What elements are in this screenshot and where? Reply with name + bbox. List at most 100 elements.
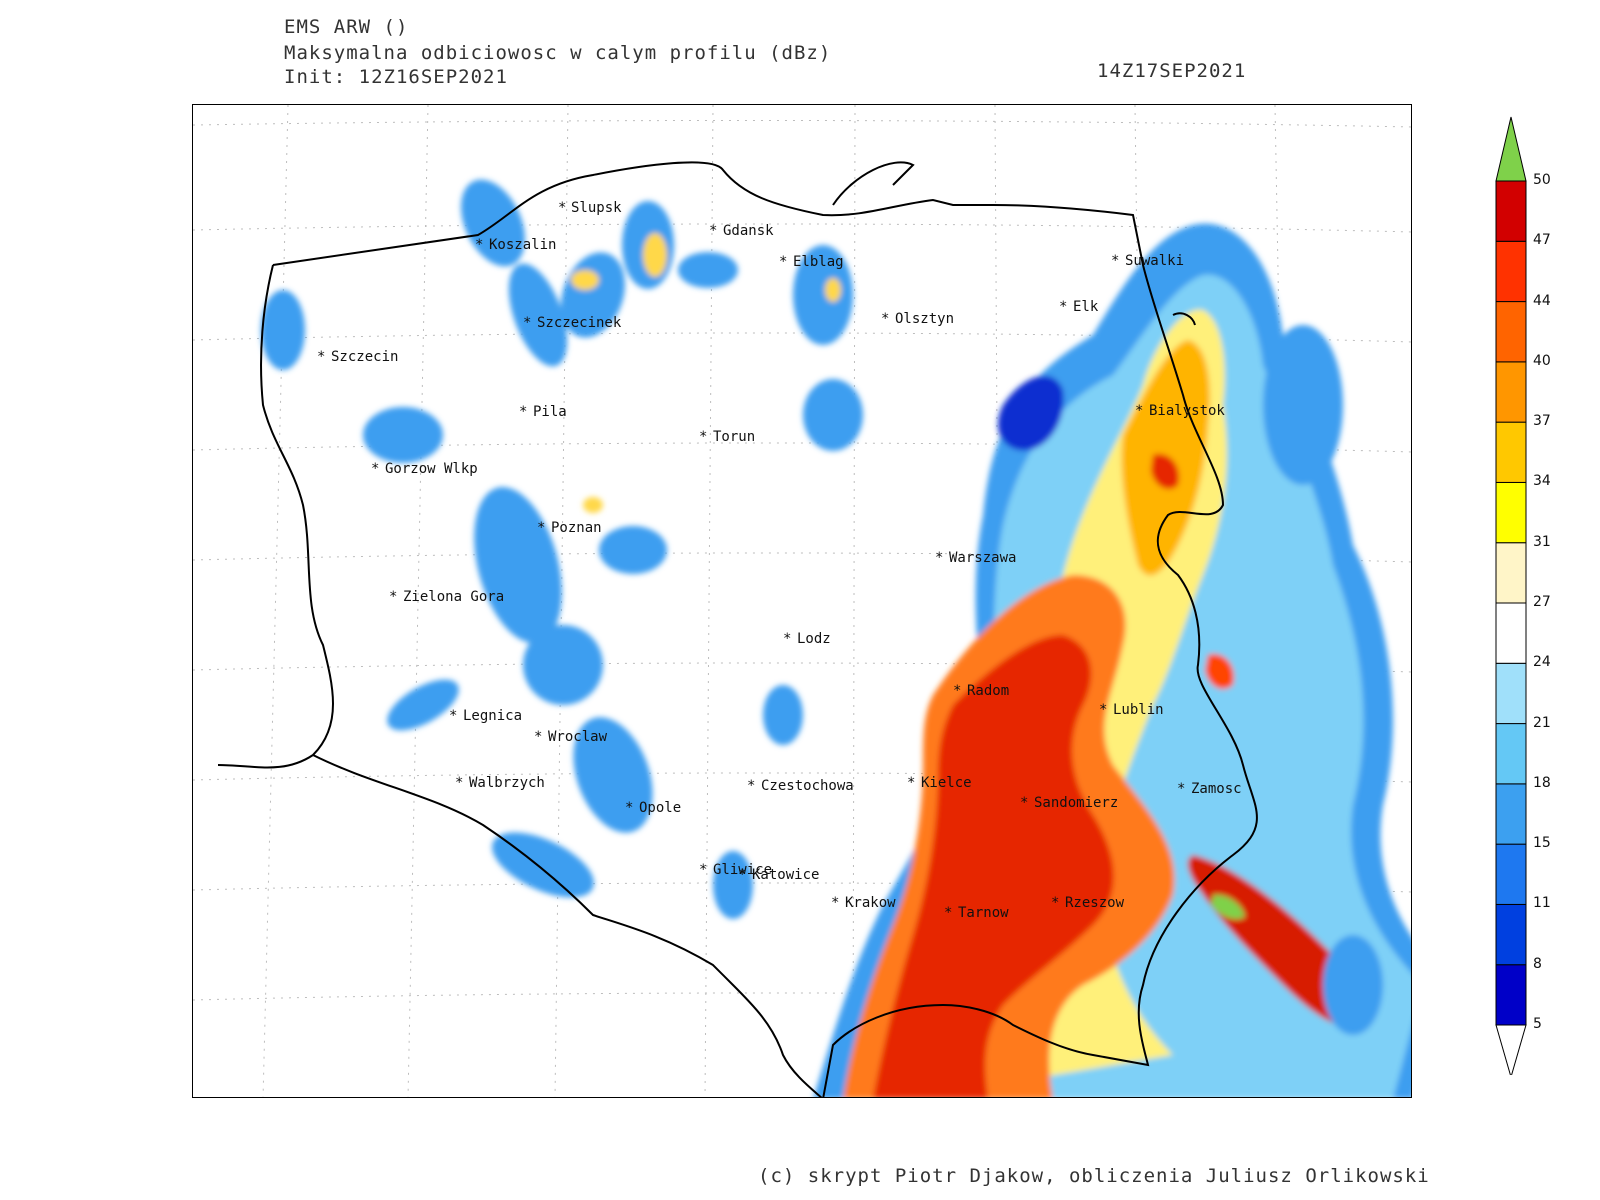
city-gorzow: * Gorzow Wlkp: [371, 461, 478, 477]
svg-text:*: *: [625, 800, 633, 816]
svg-text:Kielce: Kielce: [921, 775, 972, 791]
reflectivity-map: * Slupsk * Gdansk * Elblag * Suwalki * Koszal…: [193, 105, 1411, 1097]
colorbar-bin: [1495, 903, 1527, 966]
svg-text:Elblag: Elblag: [793, 254, 844, 270]
colorbar-tick-label: 44: [1533, 292, 1551, 309]
city-koszalin: * Koszalin: [475, 237, 556, 253]
colorbar-tick-label: 21: [1533, 714, 1551, 731]
svg-text:*: *: [523, 315, 531, 331]
city-sandomierz: * Sandomierz: [1020, 795, 1118, 811]
colorbar: [1495, 116, 1527, 1075]
svg-text:Zielona Gora: Zielona Gora: [403, 589, 504, 605]
svg-text:Zamosc: Zamosc: [1191, 781, 1242, 797]
colorbar-over-triangle: [1495, 116, 1527, 182]
city-pila: * Pila: [519, 404, 567, 420]
svg-text:*: *: [449, 708, 457, 724]
svg-text:Gdansk: Gdansk: [723, 223, 774, 239]
svg-text:*: *: [475, 237, 483, 253]
svg-text:*: *: [1135, 403, 1143, 419]
colorbar-tick-label: 8: [1533, 955, 1542, 972]
city-gliwice: * Gliwice: [699, 862, 772, 878]
svg-text:*: *: [831, 895, 839, 911]
svg-text:*: *: [1099, 702, 1107, 718]
colorbar-bin: [1495, 301, 1527, 363]
city-slupsk: * Slupsk: [558, 200, 622, 216]
svg-text:Szczecinek: Szczecinek: [537, 315, 622, 331]
svg-text:Tarnow: Tarnow: [958, 905, 1009, 921]
svg-text:Elk: Elk: [1073, 299, 1099, 315]
city-olsztyn: * Olsztyn: [881, 311, 954, 327]
svg-text:*: *: [1020, 795, 1028, 811]
city-szczecin: * Szczecin: [317, 349, 398, 365]
svg-text:Walbrzych: Walbrzych: [469, 775, 545, 791]
svg-text:Lublin: Lublin: [1113, 702, 1164, 718]
city-torun: * Torun: [699, 429, 755, 445]
city-szczecinek: * Szczecinek: [523, 315, 622, 331]
svg-text:Wroclaw: Wroclaw: [548, 729, 608, 745]
colorbar-bin: [1495, 723, 1527, 785]
city-poznan: * Poznan: [537, 520, 602, 536]
city-lodz: * Lodz: [783, 631, 831, 647]
colorbar-bin: [1495, 180, 1527, 242]
city-zamosc: * Zamosc: [1177, 781, 1242, 797]
svg-text:Slupsk: Slupsk: [571, 200, 622, 216]
city-gdansk: * Gdansk: [709, 223, 774, 239]
svg-text:*: *: [534, 729, 542, 745]
city-walbrzych: * Walbrzych: [455, 775, 545, 791]
city-kielce: * Kielce: [907, 775, 972, 791]
city-legnica: * Legnica: [449, 708, 522, 724]
colorbar-bin: [1495, 964, 1527, 1026]
city-rzeszow: * Rzeszow: [1051, 895, 1125, 911]
city-katowice: * Katowice: [738, 867, 819, 883]
svg-text:Czestochowa: Czestochowa: [761, 778, 854, 794]
city-krakow: * Krakow: [831, 895, 896, 911]
city-wroclaw: * Wroclaw: [534, 729, 608, 745]
colorbar-tick-label: 24: [1533, 654, 1551, 671]
city-bialystok: * Bialystok: [1135, 403, 1225, 419]
svg-text:*: *: [1177, 781, 1185, 797]
svg-text:Gliwice: Gliwice: [713, 862, 772, 878]
svg-text:Suwalki: Suwalki: [1125, 253, 1184, 269]
colorbar-tick-label: 37: [1533, 413, 1551, 430]
svg-text:*: *: [738, 867, 746, 883]
svg-text:*: *: [317, 349, 325, 365]
colorbar-bin: [1495, 662, 1527, 725]
svg-text:*: *: [371, 461, 379, 477]
colorbar-tick-label: 27: [1533, 594, 1551, 610]
svg-text:Krakow: Krakow: [845, 895, 896, 911]
colorbar-tick-label: 47: [1533, 232, 1551, 249]
copyright-footer: (c) skrypt Piotr Djakow, obliczenia Juli…: [758, 1165, 1430, 1187]
city-tarnow: * Tarnow: [944, 905, 1009, 921]
map-panel: * Slupsk * Gdansk * Elblag * Suwalki * Koszal…: [192, 104, 1412, 1098]
svg-text:Katowice: Katowice: [752, 867, 819, 883]
field-title: Maksymalna odbiciowosc w calym profilu (…: [284, 42, 832, 64]
city-radom: * Radom: [953, 683, 1009, 699]
svg-text:Lodz: Lodz: [797, 631, 831, 647]
svg-text:*: *: [519, 404, 527, 420]
svg-text:Koszalin: Koszalin: [489, 237, 556, 253]
colorbar-tick-label: 50: [1533, 172, 1551, 188]
init-time: Init: 12Z16SEP2021: [284, 66, 508, 88]
colorbar-bin: [1495, 542, 1527, 604]
svg-text:*: *: [1059, 299, 1067, 315]
model-title: EMS ARW (): [284, 16, 409, 38]
colorbar-tick-label: 40: [1533, 352, 1551, 369]
colorbar-tick-label: 31: [1533, 533, 1551, 550]
svg-text:Radom: Radom: [967, 683, 1009, 699]
svg-text:*: *: [699, 429, 707, 445]
svg-text:*: *: [907, 775, 915, 791]
city-opole: * Opole: [625, 800, 681, 816]
svg-text:*: *: [1051, 895, 1059, 911]
svg-text:*: *: [881, 311, 889, 327]
svg-text:Olsztyn: Olsztyn: [895, 311, 954, 327]
valid-time: 14Z17SEP2021: [1097, 60, 1247, 82]
city-czestochowa: * Czestochowa: [747, 778, 854, 794]
reflectivity-field: [261, 179, 1411, 1097]
colorbar-tick-label: 34: [1533, 473, 1551, 490]
city-lublin: * Lublin: [1099, 702, 1164, 718]
colorbar-tick-label: 5: [1533, 1016, 1542, 1032]
svg-text:*: *: [455, 775, 463, 791]
svg-text:Torun: Torun: [713, 429, 755, 445]
colorbar-tick-label: 18: [1533, 774, 1551, 791]
svg-text:*: *: [558, 200, 566, 216]
